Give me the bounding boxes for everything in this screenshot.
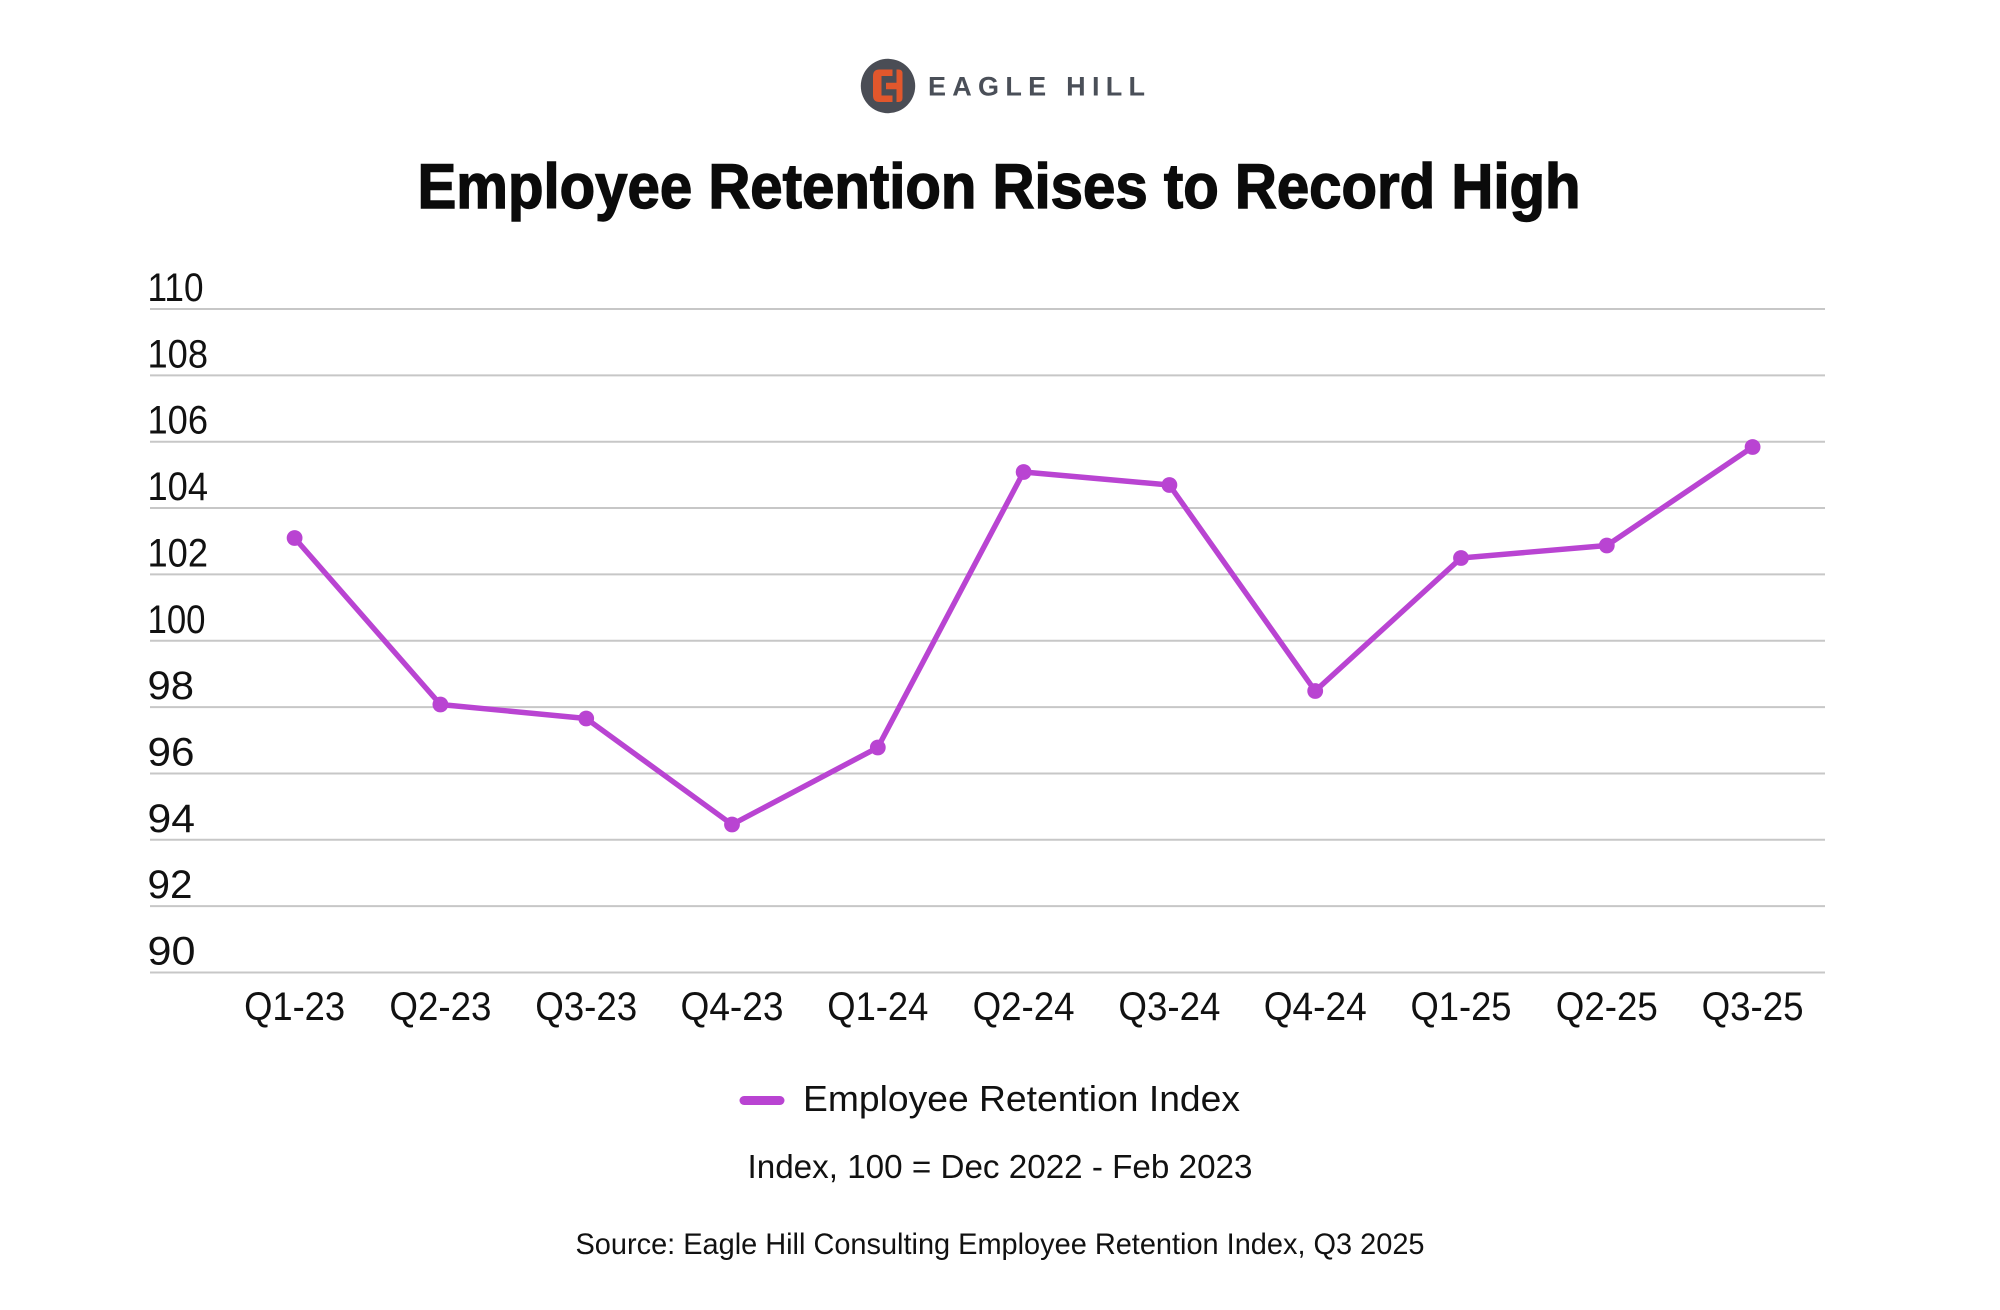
svg-text:Q2-25: Q2-25 <box>1556 985 1658 1029</box>
svg-text:108: 108 <box>148 332 209 376</box>
svg-text:90: 90 <box>148 930 196 974</box>
svg-text:Employee Retention Rises to Re: Employee Retention Rises to Record High <box>418 152 1581 222</box>
svg-text:100: 100 <box>148 598 206 642</box>
svg-text:Q1-25: Q1-25 <box>1411 985 1512 1029</box>
svg-text:94: 94 <box>148 797 196 841</box>
svg-text:Q2-23: Q2-23 <box>389 985 491 1029</box>
svg-text:Employee Retention Index: Employee Retention Index <box>803 1078 1240 1119</box>
svg-text:96: 96 <box>148 730 195 774</box>
svg-text:Q3-25: Q3-25 <box>1702 985 1804 1029</box>
svg-text:EAGLE HILL: EAGLE HILL <box>928 72 1145 102</box>
svg-text:Q1-24: Q1-24 <box>827 985 928 1029</box>
svg-text:Q4-24: Q4-24 <box>1264 985 1367 1029</box>
svg-text:110: 110 <box>148 266 204 310</box>
svg-text:Source: Eagle Hill Consulting: Source: Eagle Hill Consulting Employee R… <box>576 1228 1425 1261</box>
svg-text:98: 98 <box>148 664 195 708</box>
svg-text:104: 104 <box>148 465 209 509</box>
svg-text:Q4-23: Q4-23 <box>681 985 784 1029</box>
svg-text:Index, 100 = Dec 2022 - Feb 20: Index, 100 = Dec 2022 - Feb 2023 <box>748 1148 1253 1185</box>
svg-text:Q3-24: Q3-24 <box>1118 985 1220 1029</box>
svg-text:92: 92 <box>148 863 193 907</box>
svg-text:Q1-23: Q1-23 <box>244 985 345 1029</box>
svg-text:Q3-23: Q3-23 <box>535 985 637 1029</box>
svg-text:102: 102 <box>148 531 209 575</box>
svg-text:Q2-24: Q2-24 <box>973 985 1075 1029</box>
svg-text:106: 106 <box>148 399 209 443</box>
